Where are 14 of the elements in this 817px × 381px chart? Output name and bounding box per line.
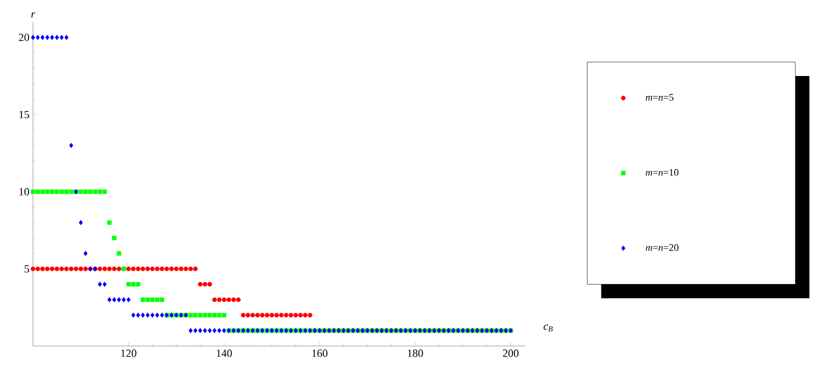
y-axis-title: r: [31, 12, 36, 18]
x-tick-label: 180: [408, 350, 423, 357]
y-tick-label: 20: [19, 34, 30, 42]
legend-label: m=n=10: [646, 169, 678, 176]
x-tick-label: 120: [121, 350, 136, 357]
x-tick-label: 140: [216, 350, 232, 357]
y-tick-label: 10: [19, 188, 30, 196]
y-tick-label: 5: [24, 265, 30, 272]
legend-label: m=n=5: [646, 94, 674, 101]
x-tick-label: 200: [502, 350, 518, 357]
x-axis-title: c$_{B}$: [544, 324, 553, 332]
legend-label: m=n=20: [646, 244, 678, 251]
x-tick-label: 160: [312, 350, 328, 357]
y-tick-label: 15: [19, 110, 30, 118]
